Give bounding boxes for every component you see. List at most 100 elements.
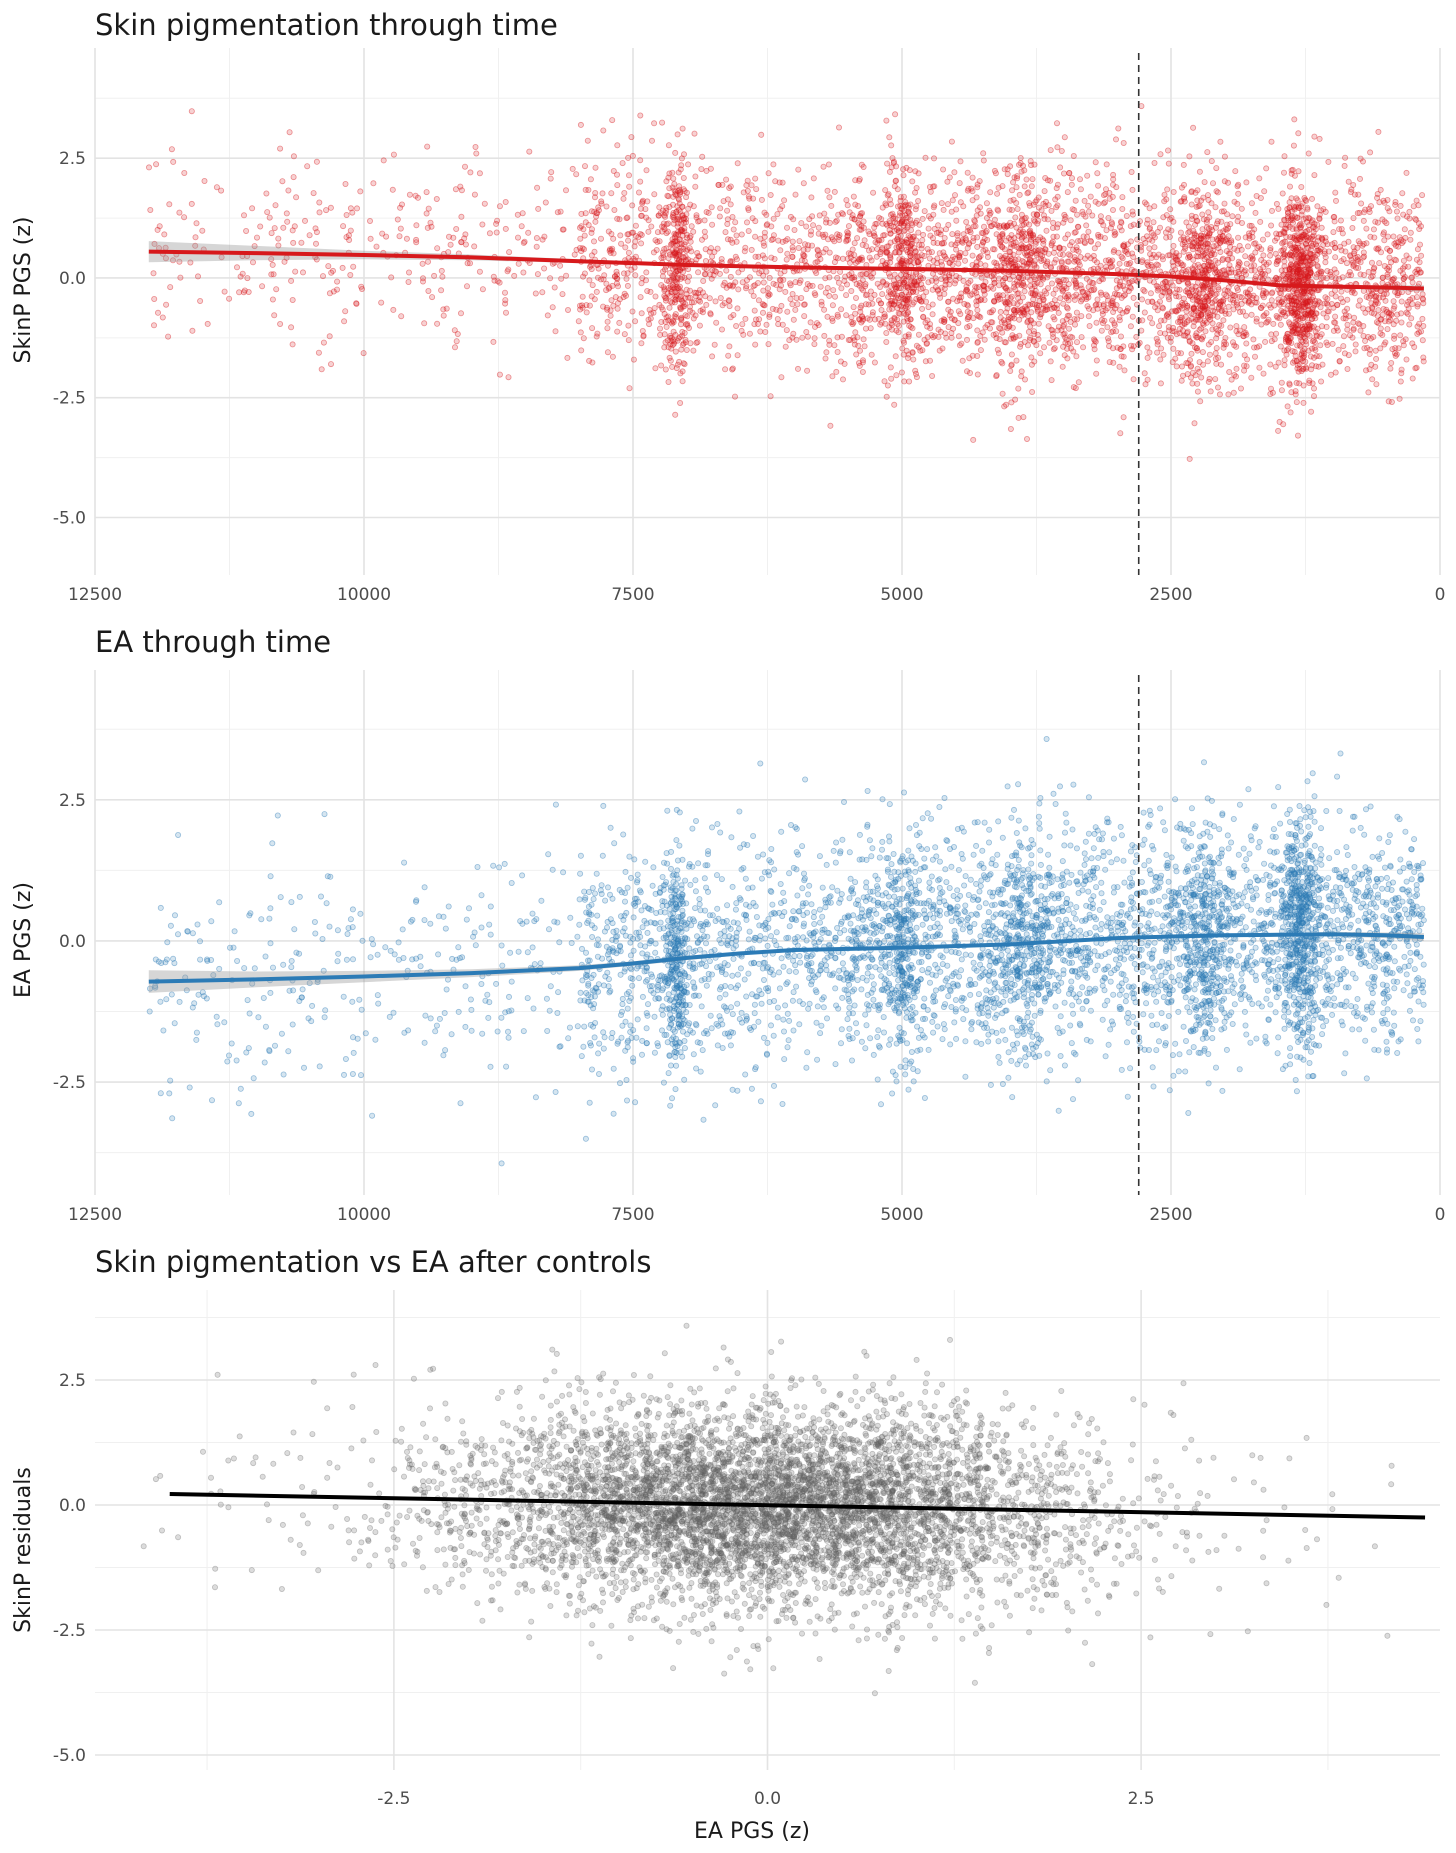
data-point xyxy=(1209,262,1216,269)
data-point xyxy=(835,211,842,218)
data-point xyxy=(1001,403,1008,410)
data-point xyxy=(715,181,722,188)
data-point xyxy=(1418,252,1425,259)
data-point xyxy=(1309,288,1316,295)
data-point xyxy=(1229,213,1236,220)
data-point xyxy=(852,177,859,184)
data-point xyxy=(967,277,974,284)
data-point xyxy=(1091,342,1098,349)
data-point xyxy=(1369,290,1376,297)
data-point xyxy=(688,223,695,230)
data-point xyxy=(632,222,639,229)
data-point xyxy=(1376,260,1383,267)
data-point xyxy=(1345,178,1352,185)
data-point xyxy=(1010,242,1017,249)
data-point xyxy=(1195,239,1202,246)
data-point xyxy=(1331,319,1338,326)
data-point xyxy=(716,213,723,220)
data-point xyxy=(325,263,332,270)
data-point xyxy=(1027,238,1034,245)
data-point xyxy=(533,243,540,250)
data-point xyxy=(893,177,900,184)
data-point xyxy=(964,316,971,323)
data-point xyxy=(1419,192,1426,199)
data-point xyxy=(1128,168,1135,175)
data-point xyxy=(658,362,665,369)
data-point xyxy=(412,192,419,199)
data-point xyxy=(964,308,971,315)
data-point xyxy=(1150,219,1157,226)
data-point xyxy=(717,205,724,212)
data-point xyxy=(1388,359,1395,366)
data-point xyxy=(707,311,714,318)
data-point xyxy=(916,297,923,304)
data-point xyxy=(894,186,901,193)
data-point xyxy=(1304,273,1311,280)
data-point xyxy=(1143,201,1150,208)
data-point xyxy=(1073,291,1080,298)
data-point xyxy=(578,347,585,354)
data-point xyxy=(967,229,974,236)
data-point xyxy=(1041,188,1048,195)
data-point xyxy=(834,348,841,355)
data-point xyxy=(930,239,937,246)
data-point xyxy=(939,240,946,247)
data-point xyxy=(862,292,869,299)
data-point xyxy=(249,205,256,212)
data-point xyxy=(1296,266,1303,273)
data-point xyxy=(751,307,758,314)
data-point xyxy=(626,172,633,179)
data-point xyxy=(679,125,686,132)
data-point xyxy=(1238,205,1245,212)
data-point xyxy=(1204,358,1211,365)
data-point xyxy=(1183,219,1190,226)
data-point xyxy=(1007,425,1014,432)
data-point xyxy=(674,131,681,138)
data-point xyxy=(1047,147,1054,154)
data-point xyxy=(1259,290,1266,297)
data-point xyxy=(663,178,670,185)
data-point xyxy=(1178,314,1185,321)
data-point xyxy=(940,206,947,213)
data-point xyxy=(1017,340,1024,347)
data-point xyxy=(1141,370,1148,377)
data-point xyxy=(288,277,295,284)
data-point xyxy=(1287,251,1294,258)
data-point xyxy=(770,215,777,222)
data-point xyxy=(745,227,752,234)
data-point xyxy=(1128,342,1135,349)
data-point xyxy=(1351,314,1358,321)
data-point xyxy=(1085,294,1092,301)
data-point xyxy=(1361,271,1368,278)
data-point xyxy=(973,289,980,296)
data-point xyxy=(705,209,712,216)
data-point xyxy=(961,300,968,307)
data-point xyxy=(797,277,804,284)
data-point xyxy=(1044,216,1051,223)
data-point xyxy=(1070,152,1077,159)
data-point xyxy=(649,137,656,144)
data-point xyxy=(725,297,732,304)
data-point xyxy=(995,184,1002,191)
data-point xyxy=(1018,306,1025,313)
data-point xyxy=(1372,294,1379,301)
data-point xyxy=(1416,329,1423,336)
data-point xyxy=(879,291,886,298)
data-point xyxy=(652,365,659,372)
data-point xyxy=(848,270,855,277)
data-point xyxy=(1230,306,1237,313)
data-point xyxy=(960,203,967,210)
data-point xyxy=(1139,296,1146,303)
data-point xyxy=(1036,274,1043,281)
data-point xyxy=(974,339,981,346)
data-point xyxy=(1045,323,1052,330)
data-point xyxy=(630,229,637,236)
data-point xyxy=(665,255,672,262)
data-point xyxy=(1111,228,1118,235)
data-point xyxy=(1278,387,1285,394)
data-point xyxy=(1274,314,1281,321)
data-point xyxy=(1295,130,1302,137)
data-point xyxy=(1160,214,1167,221)
data-point xyxy=(1333,269,1340,276)
data-point xyxy=(1048,240,1055,247)
